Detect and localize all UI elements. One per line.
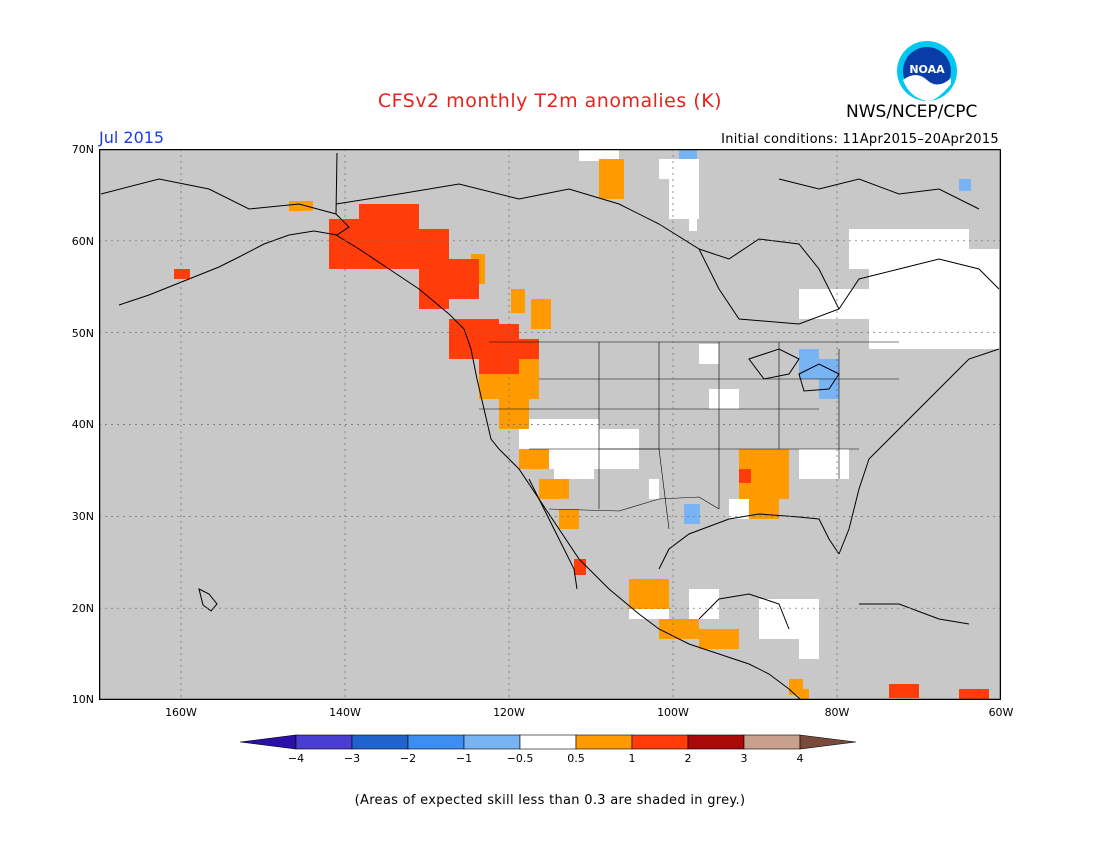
colorbar-label-neg4: −4 bbox=[287, 752, 305, 765]
colorbar-label-4: 4 bbox=[796, 752, 804, 765]
neutral-cell bbox=[669, 179, 699, 219]
neutral-cell bbox=[579, 149, 619, 161]
anomaly-cell-orange bbox=[599, 159, 624, 199]
anomaly-map bbox=[98, 148, 1002, 704]
anomaly-cell-red bbox=[359, 204, 419, 229]
colorbar-label-neg3: −3 bbox=[343, 752, 361, 765]
neutral-cell bbox=[659, 159, 699, 179]
anomaly-cell-red bbox=[439, 259, 479, 299]
lat-label-20n: 20N bbox=[71, 602, 94, 615]
anomaly-cell-blue bbox=[959, 179, 971, 191]
lat-label-40n: 40N bbox=[71, 418, 94, 431]
anomaly-cell-orange bbox=[531, 299, 551, 329]
colorbar-segment bbox=[519, 734, 577, 750]
anomaly-cell-red bbox=[959, 689, 989, 699]
organization-label: NWS/NCEP/CPC bbox=[846, 102, 978, 122]
neutral-cell bbox=[799, 289, 879, 319]
anomaly-cell-orange bbox=[629, 579, 669, 609]
neutral-cell bbox=[799, 639, 819, 659]
anomaly-cell-blue bbox=[799, 349, 819, 379]
neutral-cell bbox=[709, 389, 739, 409]
initial-conditions: Initial conditions: 11Apr2015–20Apr2015 bbox=[721, 132, 999, 147]
anomaly-cell-orange bbox=[289, 201, 313, 211]
anomaly-cell-blue bbox=[679, 149, 697, 159]
neutral-cell bbox=[799, 449, 849, 479]
colorbar-segment bbox=[575, 734, 633, 750]
colorbar-segment bbox=[743, 734, 801, 750]
colorbar-segment bbox=[407, 734, 465, 750]
colorbar-label-3: 3 bbox=[740, 752, 748, 765]
lon-label-100w: 100W bbox=[657, 706, 689, 719]
colorbar-label-0-5: 0.5 bbox=[567, 752, 585, 765]
lon-label-160w: 160W bbox=[165, 706, 197, 719]
colorbar-segment bbox=[351, 734, 409, 750]
anomaly-cell-orange bbox=[519, 449, 549, 469]
anomaly-cell-orange bbox=[659, 619, 699, 639]
anomaly-cells bbox=[174, 149, 999, 699]
neutral-cell bbox=[689, 219, 697, 231]
noaa-logo-text: NOAA bbox=[909, 63, 945, 76]
anomaly-cell-orange bbox=[699, 629, 739, 649]
anomaly-cell-red bbox=[509, 339, 539, 359]
political-boundaries bbox=[479, 341, 899, 530]
anomaly-cell-red bbox=[174, 269, 190, 279]
gridlines bbox=[99, 149, 1001, 700]
lon-label-140w: 140W bbox=[329, 706, 361, 719]
anomaly-cell-orange bbox=[511, 289, 525, 313]
lat-label-60n: 60N bbox=[71, 235, 94, 248]
anomaly-cell-blue bbox=[684, 504, 700, 524]
neutral-cell bbox=[759, 599, 819, 639]
anomaly-cell-orange bbox=[559, 509, 579, 529]
colorbar-segment bbox=[295, 734, 353, 750]
lon-label-120w: 120W bbox=[493, 706, 525, 719]
anomaly-cell-orange bbox=[539, 479, 569, 499]
anomaly-cell-red bbox=[739, 469, 751, 483]
noaa-logo: NOAA bbox=[896, 40, 958, 102]
anomaly-cell-orange bbox=[499, 399, 529, 429]
anomaly-cell-orange bbox=[799, 689, 809, 699]
colorbar-segment bbox=[687, 734, 745, 750]
forecast-month: Jul 2015 bbox=[99, 128, 165, 147]
lat-label-70n: 70N bbox=[71, 143, 94, 156]
coastlines bbox=[100, 152, 1000, 701]
colorbar-label-neg2: −2 bbox=[399, 752, 417, 765]
lon-label-80w: 80W bbox=[824, 706, 850, 719]
neutral-cell bbox=[554, 449, 594, 479]
colorbar-arrow-low bbox=[239, 734, 297, 750]
colorbar-arrow-high bbox=[799, 734, 857, 750]
chart-title: CFSv2 monthly T2m anomalies (K) bbox=[377, 90, 723, 112]
colorbar-segment bbox=[631, 734, 689, 750]
lat-label-10n: 10N bbox=[71, 693, 94, 706]
colorbar-label-neg0-5: −0.5 bbox=[506, 752, 534, 765]
lat-label-50n: 50N bbox=[71, 327, 94, 340]
anomaly-cell-red bbox=[889, 684, 919, 698]
colorbar bbox=[239, 734, 860, 754]
neutral-cell bbox=[869, 249, 999, 349]
colorbar-label-2: 2 bbox=[684, 752, 692, 765]
anomaly-cell-red bbox=[574, 559, 586, 575]
colorbar-label-1: 1 bbox=[628, 752, 636, 765]
colorbar-label-neg1: −1 bbox=[455, 752, 473, 765]
skill-note: (Areas of expected skill less than 0.3 a… bbox=[354, 793, 746, 808]
map-frame bbox=[98, 148, 1002, 701]
lon-label-60w: 60W bbox=[988, 706, 1014, 719]
colorbar-segment bbox=[463, 734, 521, 750]
neutral-cell bbox=[649, 479, 659, 499]
lat-label-30n: 30N bbox=[71, 510, 94, 523]
neutral-cell bbox=[699, 344, 719, 364]
